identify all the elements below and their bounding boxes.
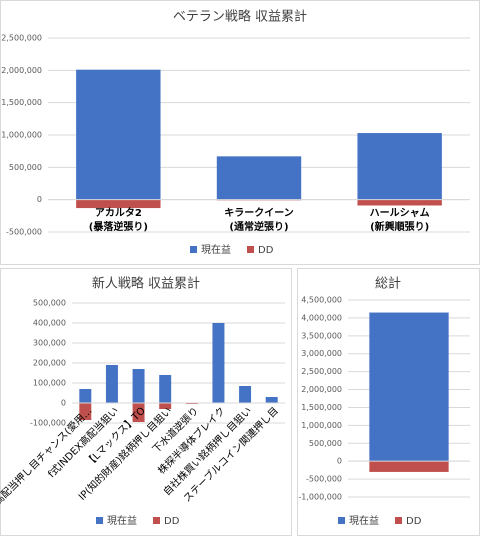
legend-swatch: [338, 517, 345, 524]
y-tick-label: -100,000: [30, 419, 66, 428]
bar: [79, 389, 92, 403]
bar: [159, 375, 172, 403]
y-tick-label: 2,000,000: [301, 385, 342, 394]
bar: [357, 199, 442, 206]
legend-label: 現在益: [201, 243, 231, 256]
legend-swatch: [247, 246, 254, 253]
bar: [76, 69, 161, 200]
legend-label: 現在益: [107, 514, 137, 527]
y-tick-label: 400,000: [33, 319, 66, 328]
y-tick-label: 500,000: [9, 163, 42, 172]
y-tick-label: 1,500,000: [301, 403, 342, 412]
y-tick-label: 100,000: [33, 379, 66, 388]
y-tick-label: -500,000: [6, 228, 42, 237]
bar: [159, 403, 172, 409]
y-tick-label: 1,500,000: [1, 98, 42, 107]
chart-title: 総計: [375, 276, 401, 292]
bar: [369, 461, 449, 472]
legend-label: DD: [258, 245, 274, 256]
bar: [132, 403, 145, 422]
chart-title: 新人戦略 収益累計: [92, 276, 200, 292]
bar: [132, 369, 145, 403]
y-tick-label: 2,500,000: [301, 367, 342, 376]
legend-label: 現在益: [349, 514, 379, 527]
y-tick-label: 200,000: [33, 359, 66, 368]
legend-swatch: [96, 517, 103, 524]
y-tick-label: 3,000,000: [301, 349, 342, 358]
legend-swatch: [395, 517, 402, 524]
x-tick-label: キラークイーン(通常逆張り): [224, 207, 294, 233]
legend-label: DD: [406, 516, 422, 527]
legend-swatch: [190, 246, 197, 253]
x-tick-label: アカルタ2 (暴落逆張り): [89, 207, 148, 233]
y-tick-label: 300,000: [33, 339, 66, 348]
y-tick-label: -500,000: [306, 475, 342, 484]
y-tick-label: 500,000: [33, 299, 66, 308]
bar: [79, 403, 92, 420]
y-tick-label: 500,000: [309, 439, 342, 448]
y-tick-label: 2,000,000: [1, 66, 42, 75]
x-tick-label: ハールシャム(新興順張り): [370, 207, 430, 233]
legend-label: DD: [164, 516, 180, 527]
bar: [265, 397, 278, 403]
bar: [357, 133, 442, 200]
y-tick-label: 4,000,000: [301, 313, 342, 322]
y-tick-label: 2,500,000: [1, 34, 42, 43]
bar: [369, 312, 449, 462]
bar: [216, 156, 302, 200]
y-tick-label: 3,500,000: [301, 331, 342, 340]
y-tick-label: 0: [337, 457, 342, 466]
bar: [212, 323, 225, 403]
y-tick-label: 1,000,000: [1, 131, 42, 140]
y-tick-label: 0: [37, 195, 42, 204]
y-tick-label: 4,500,000: [301, 296, 342, 305]
y-tick-label: 0: [61, 399, 66, 408]
bar: [76, 199, 161, 209]
bar: [105, 365, 118, 403]
chart-title: ベテラン戦略 収益累計: [173, 9, 307, 25]
bar: [239, 386, 252, 403]
y-tick-label: -1,000,000: [298, 493, 342, 502]
legend-swatch: [153, 517, 160, 524]
y-tick-label: 1,000,000: [301, 421, 342, 430]
